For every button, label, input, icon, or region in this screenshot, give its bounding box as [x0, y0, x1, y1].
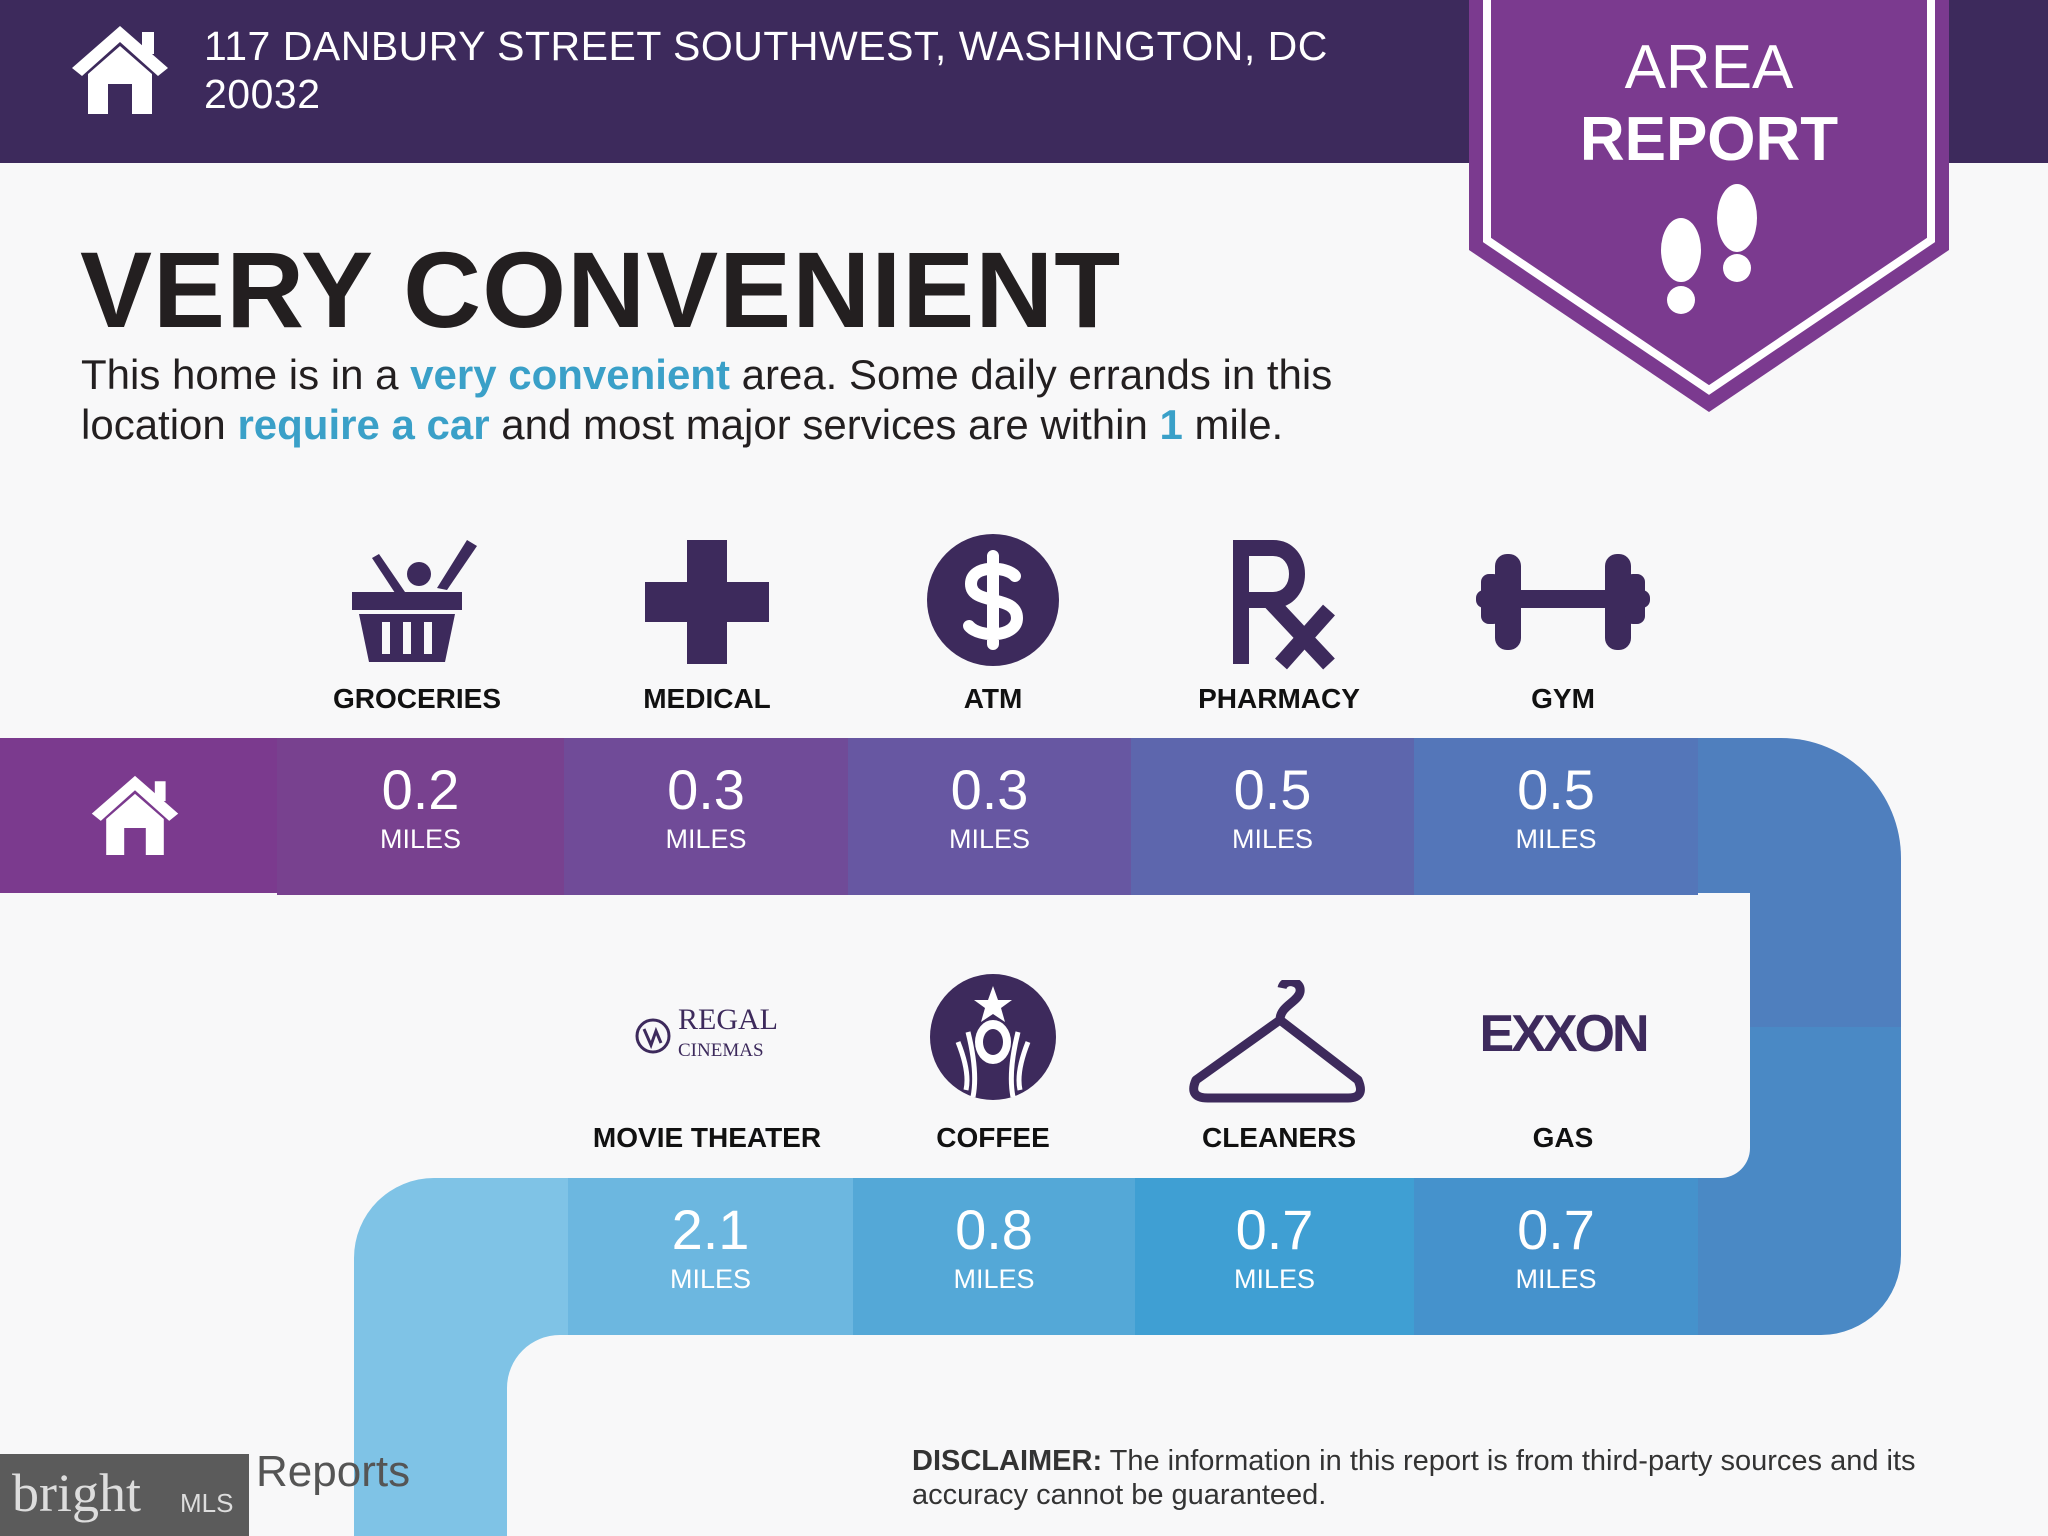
category-label: CLEANERS — [1201, 1122, 1356, 1153]
distance-unit: MILES — [669, 1264, 752, 1294]
bright-mls-watermark: bright MLS — [0, 1454, 249, 1536]
text: area. Some daily errands in this — [729, 351, 1333, 398]
address-line1: 117 DANBURY STREET SOUTHWEST, WASHINGTON… — [204, 23, 1328, 69]
area-report-badge — [1469, 0, 1949, 412]
highlight: 1 — [1159, 401, 1183, 448]
logo-text: REGAL — [678, 1003, 778, 1036]
distance-value: 0.3 — [950, 758, 1029, 821]
distance-unit: MILES — [379, 824, 462, 854]
footprints-icon — [1661, 184, 1757, 314]
disclaimer-text: The information in this report is from t… — [912, 1445, 1916, 1511]
distance-groceries: 0.2 MILES — [277, 738, 564, 895]
category-label: GROCERIES — [332, 683, 502, 714]
distance-unit: MILES — [1233, 1264, 1316, 1294]
badge-line2: REPORT — [1579, 105, 1839, 174]
dumbbell-icon — [1476, 554, 1650, 650]
distance-value: 0.3 — [667, 758, 745, 821]
distance-medical: 0.3 MILES — [564, 738, 848, 895]
address-line2: 20032 — [204, 71, 321, 117]
badge-line1: AREA — [1624, 33, 1794, 102]
distance-value: 0.2 — [381, 758, 460, 821]
category-label: COFFEE — [936, 1122, 1050, 1153]
category-label: PHARMACY — [1198, 683, 1360, 714]
watermark-suffix: MLS — [180, 1488, 234, 1518]
starbucks-logo — [930, 974, 1056, 1100]
distance-cleaners: 0.7 MILES — [1135, 1178, 1414, 1335]
rating-title: VERY CONVENIENT — [80, 229, 1122, 350]
rating-description: This home is in a very convenient area. … — [81, 350, 1332, 450]
category-label: MEDICAL — [643, 683, 771, 714]
hanger-icon — [1189, 980, 1365, 1103]
category-label: GYM — [1531, 683, 1595, 714]
distance-unit: MILES — [1515, 824, 1597, 854]
distance-value: 0.5 — [1233, 758, 1312, 821]
distance-gas: 0.7 MILES — [1414, 1178, 1698, 1335]
logo-text: CINEMAS — [678, 1040, 764, 1061]
distance-pharmacy: 0.5 MILES — [1131, 738, 1414, 895]
distance-value: 0.7 — [1235, 1198, 1314, 1261]
distance-value: 2.1 — [671, 1198, 750, 1261]
house-icon — [72, 26, 168, 114]
badge-title: AREA REPORT — [1469, 32, 1949, 176]
watermark-text: bright — [12, 1463, 141, 1523]
distance-coffee: 0.8 MILES — [853, 1178, 1135, 1335]
disclaimer: DISCLAIMER: The information in this repo… — [912, 1444, 1972, 1512]
distance-unit: MILES — [948, 824, 1031, 854]
distance-unit: MILES — [665, 824, 747, 854]
text: and most major services are within — [489, 401, 1160, 448]
distance-unit: MILES — [953, 1264, 1035, 1294]
category-label: ATM — [963, 683, 1023, 714]
rx-icon — [1233, 540, 1335, 670]
highlight: require a car — [237, 401, 490, 448]
dollar-icon — [927, 534, 1059, 666]
distance-value: 0.8 — [955, 1198, 1033, 1261]
medical-cross-icon — [645, 540, 769, 664]
distance-gym: 0.5 MILES — [1414, 738, 1698, 895]
home-marker-icon — [91, 775, 179, 856]
regal-cinemas-logo: REGAL CINEMAS — [620, 1000, 820, 1072]
text: mile. — [1182, 401, 1284, 448]
exxon-logo: EXXON — [1479, 1005, 1649, 1063]
distance-value: 0.5 — [1517, 758, 1595, 821]
distance-movie-theater: 2.1 MILES — [568, 1178, 853, 1335]
address: 117 DANBURY STREET SOUTHWEST, WASHINGTON… — [204, 22, 1328, 118]
distance-atm: 0.3 MILES — [848, 738, 1131, 895]
highlight: very convenient — [410, 351, 730, 398]
distance-unit: MILES — [1231, 824, 1314, 854]
text: location — [81, 401, 238, 448]
disclaimer-label: DISCLAIMER: — [912, 1445, 1103, 1477]
category-label: GAS — [1532, 1122, 1594, 1153]
category-label: MOVIE THEATER — [592, 1122, 822, 1153]
distance-unit: MILES — [1515, 1264, 1597, 1294]
brand-text: Reports — [256, 1447, 411, 1496]
text: This home is in a — [81, 351, 411, 398]
grocery-basket-icon — [352, 540, 477, 662]
distance-value: 0.7 — [1517, 1198, 1595, 1261]
